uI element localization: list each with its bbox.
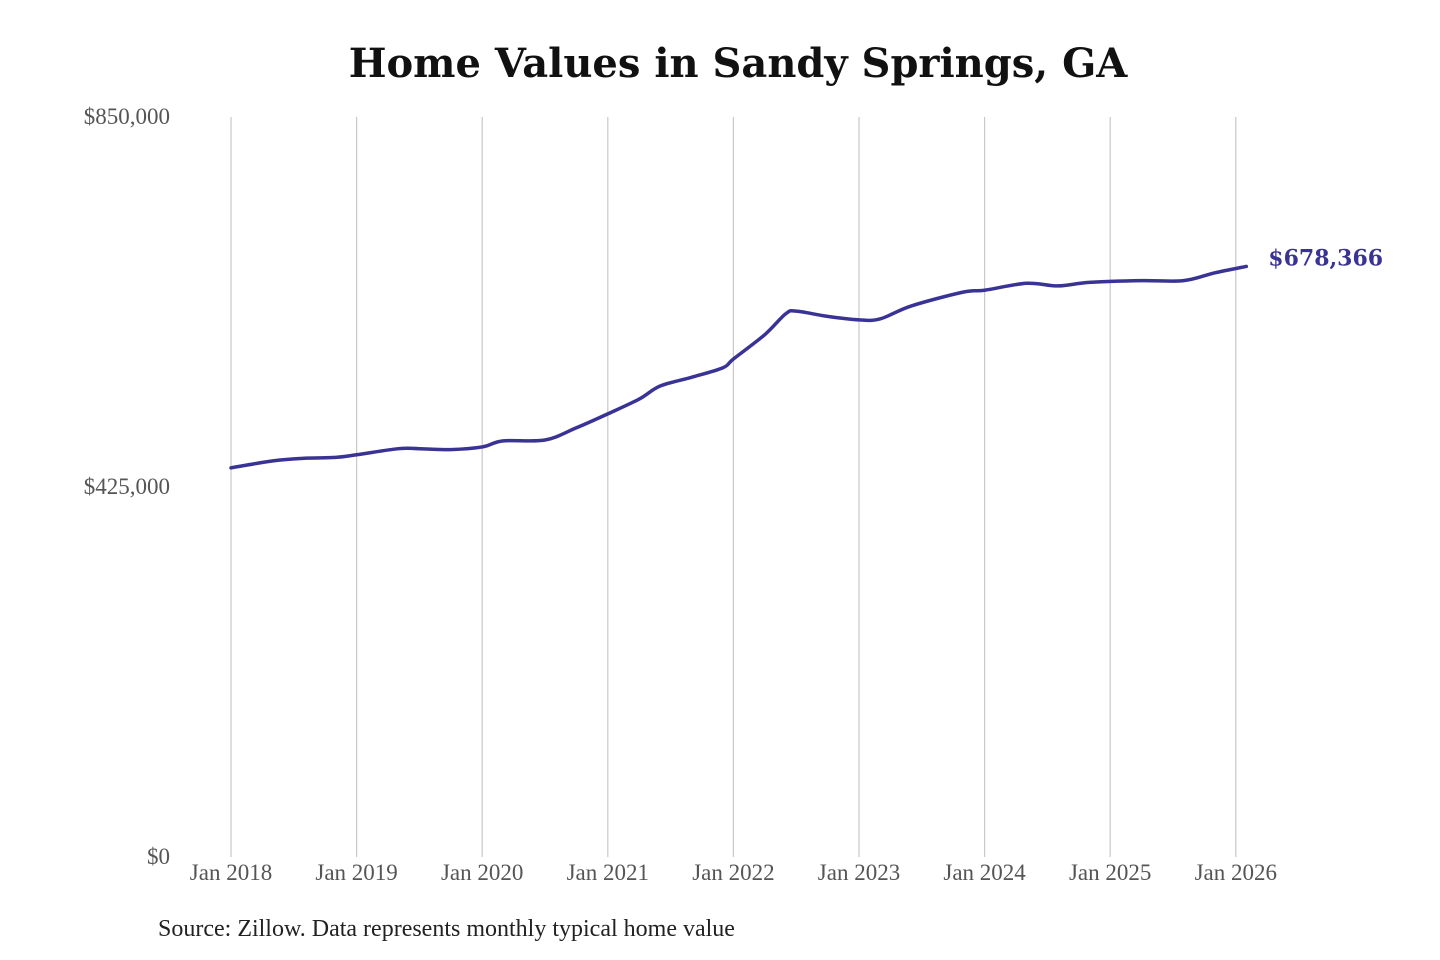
x-tick-label: Jan 2024 — [943, 860, 1026, 885]
y-tick-label: $425,000 — [84, 474, 170, 499]
source-note: Source: Zillow. Data represents monthly … — [158, 916, 735, 942]
x-tick-label: Jan 2020 — [441, 860, 523, 885]
y-tick-label: $850,000 — [84, 104, 170, 129]
x-tick-label: Jan 2026 — [1195, 860, 1277, 885]
x-tick-label: Jan 2025 — [1069, 860, 1151, 885]
home-value-line — [229, 264, 1249, 470]
x-tick-label: Jan 2023 — [818, 860, 900, 885]
y-tick-label: $0 — [147, 844, 170, 869]
x-tick-label: Jan 2018 — [190, 860, 272, 885]
x-tick-label: Jan 2022 — [692, 860, 774, 885]
chart-title: Home Values in Sandy Springs, GA — [348, 40, 1128, 87]
end-value-label: $678,366 — [1268, 245, 1383, 271]
x-tick-label: Jan 2021 — [567, 860, 649, 885]
x-tick-label: Jan 2019 — [315, 860, 397, 885]
